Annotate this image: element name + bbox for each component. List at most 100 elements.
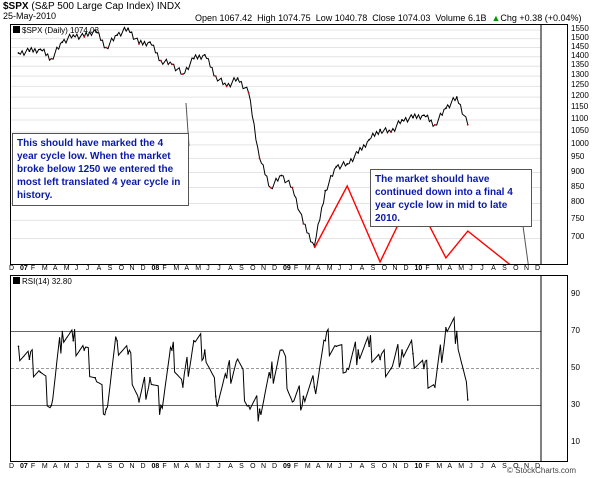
x-tick-label: S <box>239 463 244 470</box>
rsi-point <box>214 395 217 398</box>
rsi-point <box>466 399 469 401</box>
x-tick-label: J <box>480 463 484 470</box>
price-y-tick: 1550 <box>571 24 589 34</box>
x-tick-label: O <box>381 463 388 470</box>
x-tick-label: F <box>425 463 430 470</box>
price-point <box>94 29 97 31</box>
x-tick-label: 09 <box>282 265 291 272</box>
rsi-point <box>445 327 447 329</box>
x-tick-label: J <box>337 265 342 272</box>
x-tick-label: M <box>458 463 465 470</box>
price-point <box>444 107 447 110</box>
rsi-point <box>401 349 403 351</box>
x-tick-label: M <box>41 265 48 272</box>
price-y-tick: 1150 <box>571 102 589 112</box>
price-point <box>324 189 327 192</box>
annotation-right: The market should have continued down in… <box>370 169 532 227</box>
price-chart <box>11 25 542 264</box>
x-tick-label: M <box>436 265 443 272</box>
low-value: 1040.78 <box>334 13 368 23</box>
price-point <box>269 186 272 189</box>
price-y-tick: 1050 <box>571 126 589 136</box>
rsi-point <box>83 349 86 351</box>
price-point <box>401 119 403 121</box>
x-tick-label: M <box>326 265 333 272</box>
x-tick-label: 07 <box>19 265 28 272</box>
price-point <box>214 75 217 78</box>
x-tick-label: A <box>447 463 452 470</box>
rsi-point <box>346 367 349 370</box>
x-tick-label: A <box>491 463 496 470</box>
high-label: High <box>257 13 276 23</box>
x-tick-label: A <box>447 265 452 272</box>
price-point <box>181 73 184 76</box>
rsi-point <box>423 367 425 370</box>
x-tick-label: S <box>107 463 113 470</box>
x-tick-label: J <box>469 265 473 272</box>
rsi-point <box>193 339 195 342</box>
rsi-y-tick: 90 <box>571 288 580 298</box>
x-tick-label: D <box>140 463 146 470</box>
rsi-point <box>313 386 316 388</box>
x-tick-label: F <box>293 265 299 272</box>
x-tick-label: A <box>96 463 102 470</box>
x-tick-label: O <box>118 463 125 470</box>
price-point <box>50 57 53 60</box>
price-y-tick: 1300 <box>571 70 589 80</box>
price-point <box>225 85 228 88</box>
rsi-point <box>258 408 261 410</box>
price-y-tick: 1000 <box>571 138 589 148</box>
x-tick-label: O <box>118 265 125 272</box>
x-tick-label: A <box>52 265 58 272</box>
x-tick-label: J <box>217 265 221 272</box>
rsi-y-tick: 70 <box>571 325 580 335</box>
rsi-point <box>116 339 118 342</box>
rsi-point <box>247 404 250 407</box>
x-tick-label: N <box>261 463 267 470</box>
close-label: Close <box>372 13 396 23</box>
rsi-point <box>72 339 75 342</box>
x-tick-label: J <box>74 463 79 470</box>
price-legend-text: $SPX (Daily) 1074.03 <box>22 26 99 35</box>
x-tick-label: M <box>63 265 70 272</box>
price-point <box>160 59 162 62</box>
x-tick-label: A <box>315 463 321 470</box>
price-point <box>83 35 86 38</box>
rsi-point <box>291 401 294 403</box>
chart-date: 25-May-2010 <box>3 11 57 21</box>
price-point <box>61 41 64 44</box>
x-tick-label: N <box>392 463 398 470</box>
x-tick-label: O <box>513 463 519 470</box>
rsi-point <box>50 404 53 407</box>
price-y-tick: 1500 <box>571 32 589 42</box>
x-tick-label: D <box>535 265 541 272</box>
rsi-point <box>412 352 414 355</box>
x-tick-label: M <box>326 463 333 470</box>
x-tick-label: O <box>381 265 388 272</box>
price-y-tick: 1100 <box>571 113 589 123</box>
x-tick-label: N <box>524 463 530 470</box>
x-tick-label: A <box>359 463 365 470</box>
x-tick-label: J <box>85 265 90 272</box>
price-y-tick: 750 <box>571 214 585 224</box>
price-point <box>368 138 371 141</box>
price-point <box>72 34 75 37</box>
rsi-y-tick: 50 <box>571 362 580 372</box>
x-tick-label: F <box>425 265 430 272</box>
x-tick-label: M <box>173 265 180 272</box>
legend-swatch-icon <box>13 277 20 284</box>
x-tick-label: F <box>30 463 36 470</box>
price-series-line <box>18 26 469 248</box>
rsi-point <box>269 376 272 379</box>
rsi-point <box>379 358 381 361</box>
x-tick-label: J <box>217 463 221 470</box>
price-y-tick: 1450 <box>571 41 589 51</box>
price-point <box>280 174 283 177</box>
rsi-point <box>17 345 20 348</box>
price-point <box>116 34 119 37</box>
x-tick-label: N <box>261 265 267 272</box>
x-tick-label: A <box>184 265 189 272</box>
x-tick-label: A <box>491 265 496 272</box>
x-tick-label: 08 <box>151 463 160 470</box>
rsi-point <box>225 376 228 379</box>
